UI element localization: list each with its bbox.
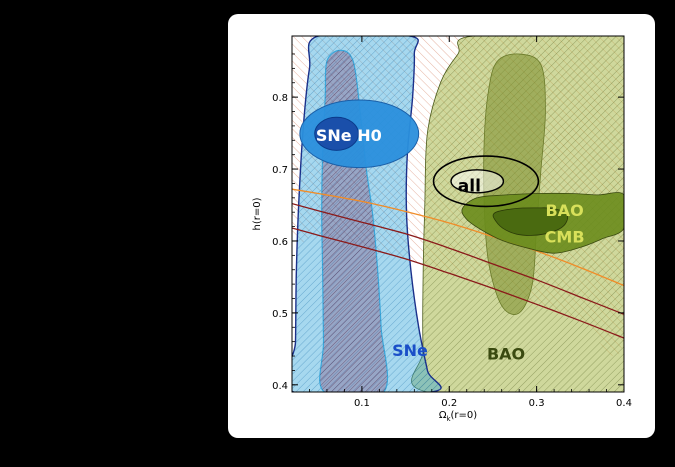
x-tick-label-1: 0.2 [441, 398, 457, 409]
y-axis-title: h(r=0) [252, 197, 263, 230]
x-tick-label-0: 0.1 [354, 398, 370, 409]
cmb-curve-orange [292, 188, 624, 287]
bao-cmb-inner-region [492, 207, 569, 236]
label-sne-h0: SNe H0 [316, 126, 382, 145]
region-labels: SNe BAO SNe H0 all BAO CMB [316, 126, 585, 364]
y-tick-label-1: 0.5 [272, 309, 288, 320]
y-tick-label-3: 0.7 [272, 165, 288, 176]
x-tick-label-2: 0.3 [529, 398, 545, 409]
plot-card: SNe BAO SNe H0 all BAO CMB 0.1 0.2 0.3 0.4 0.4 0.5… [228, 14, 655, 438]
y-tick-label-2: 0.6 [272, 237, 288, 248]
cmb-curve-red-upper [292, 202, 624, 315]
label-bao-cmb-line1: BAO [545, 201, 583, 220]
axes-layer: 0.1 0.2 0.3 0.4 0.4 0.5 0.6 0.7 0.8 [272, 36, 632, 409]
y-tick-label-0: 0.4 [272, 381, 288, 392]
sne-h0-outer-region [299, 99, 420, 169]
label-bao-cmb-line2: CMB [545, 227, 585, 246]
label-all: all [458, 176, 481, 196]
cmb-curve-red-lower [292, 227, 624, 339]
x-axis-title-main: Ω [439, 410, 447, 421]
all-inner-contour [450, 169, 505, 194]
plot-frame [291, 35, 625, 393]
contour-chart: SNe BAO SNe H0 all BAO CMB 0.1 0.2 0.3 0.4 0.4 0.5… [252, 35, 632, 423]
x-axis-title: Ωk(r=0) [439, 410, 477, 423]
all-outer-contour [432, 155, 540, 208]
x-axis-title-suffix: (r=0) [451, 410, 478, 421]
x-tick-label-3: 0.4 [616, 398, 632, 409]
sne-h0-inner-region [314, 116, 359, 151]
y-tick-label-4: 0.8 [272, 93, 288, 104]
label-sne: SNe [392, 341, 428, 360]
x-axis-title-sub: k [446, 415, 451, 423]
regions-layer [292, 36, 624, 392]
label-bao: BAO [487, 345, 525, 364]
